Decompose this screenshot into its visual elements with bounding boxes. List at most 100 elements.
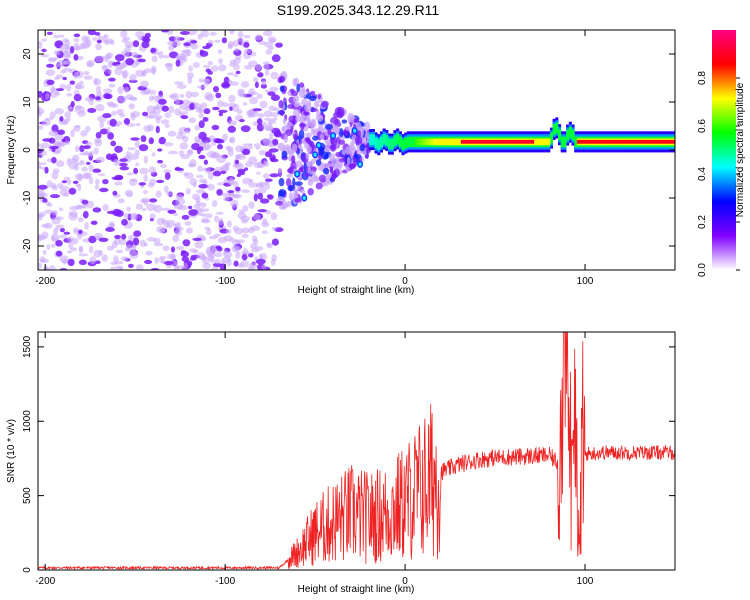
noise-blob [38, 213, 44, 218]
signal-band-segment [506, 139, 510, 144]
noise-blob [94, 139, 102, 147]
noise-blob [85, 125, 91, 133]
transition-blob [289, 88, 295, 93]
signal-band-segment [555, 122, 559, 134]
noise-blob [135, 31, 145, 38]
noise-blob [201, 167, 211, 172]
noise-blob [193, 103, 202, 110]
noise-blob [201, 192, 209, 199]
noise-blob [227, 190, 235, 194]
signal-band-segment [520, 139, 524, 144]
noise-blob [63, 176, 71, 181]
noise-blob [129, 250, 139, 259]
transition-blob [303, 111, 310, 116]
noise-blob [240, 81, 250, 88]
noise-blob [112, 190, 118, 196]
noise-blob [81, 199, 89, 205]
noise-blob [114, 145, 123, 153]
noise-blob [148, 95, 154, 102]
noise-blob [95, 178, 100, 186]
noise-blob [92, 37, 98, 41]
noise-blob [141, 208, 147, 212]
signal-band-segment [469, 139, 473, 144]
signal-band-segment [509, 139, 513, 144]
noise-blob [210, 65, 219, 72]
noise-blob [148, 89, 157, 95]
noise-blob [41, 38, 47, 42]
noise-blob [141, 41, 150, 49]
noise-blob [80, 130, 88, 137]
noise-blob [269, 86, 279, 93]
signal-band-segment [374, 137, 378, 149]
noise-blob [235, 70, 241, 75]
noise-blob [194, 240, 204, 249]
signal-band-segment [547, 138, 551, 146]
noise-blob [82, 203, 88, 209]
noise-blob [42, 198, 48, 203]
noise-blob [151, 55, 158, 63]
noise-blob [176, 84, 187, 89]
transition-blob [326, 162, 331, 168]
transition-blob [299, 122, 305, 131]
transition-blob [330, 137, 338, 147]
signal-band-segment [633, 139, 637, 144]
noise-blob [215, 245, 222, 250]
noise-blob [226, 179, 234, 185]
noise-blob [164, 260, 174, 266]
noise-blob [253, 193, 258, 202]
noise-blob [265, 178, 273, 182]
noise-blob [86, 161, 91, 165]
noise-blob [212, 106, 220, 111]
noise-blob [236, 37, 244, 43]
noise-blob [68, 241, 73, 249]
noise-blob [264, 41, 274, 48]
signal-band-segment [663, 139, 667, 144]
transition-blob [281, 203, 289, 209]
transition-blob [278, 189, 287, 197]
noise-blob [264, 210, 272, 215]
noise-blob [95, 85, 102, 94]
noise-blob [248, 262, 258, 270]
signal-band-segment [639, 139, 643, 144]
noise-blob [210, 151, 221, 159]
noise-blob [78, 259, 87, 266]
signal-band-segment [377, 139, 381, 150]
noise-blob [78, 245, 83, 254]
noise-blob [248, 156, 258, 165]
noise-blob [73, 42, 80, 51]
noise-blob [233, 260, 239, 267]
signal-band-segment [477, 139, 481, 144]
noise-blob [263, 137, 268, 146]
x-tick-label: -100 [215, 576, 235, 587]
noise-blob [133, 230, 142, 237]
signal-band-segment [563, 136, 567, 148]
noise-blob [248, 143, 253, 150]
noise-blob [162, 245, 170, 252]
colorbar-ticks: 0.0 0.2 0.4 0.6 0.8 [697, 71, 740, 277]
noise-blob [259, 100, 268, 109]
noise-blob [181, 50, 190, 58]
noise-blob [186, 227, 193, 234]
noise-blob [243, 42, 250, 48]
noise-blob [155, 190, 162, 198]
noise-blob [117, 86, 124, 95]
noise-blob [120, 256, 129, 261]
noise-blob [243, 48, 251, 54]
noise-blob [229, 30, 235, 35]
noise-blob [110, 140, 117, 147]
transition-blob [285, 178, 292, 187]
signal-band-segment [560, 136, 564, 148]
noise-blob [192, 62, 200, 68]
signal-band-segment [390, 138, 394, 150]
signal-band-segment [528, 139, 532, 144]
transition-blob [287, 185, 296, 192]
signal-band-segment [552, 124, 556, 135]
noise-blob [271, 227, 278, 231]
noise-blob [107, 68, 113, 75]
noise-blob [82, 145, 91, 150]
noise-blob [64, 111, 72, 119]
noise-blob [107, 132, 114, 140]
noise-blob [170, 246, 176, 253]
noise-blob [132, 40, 140, 48]
noise-blob [75, 183, 81, 187]
